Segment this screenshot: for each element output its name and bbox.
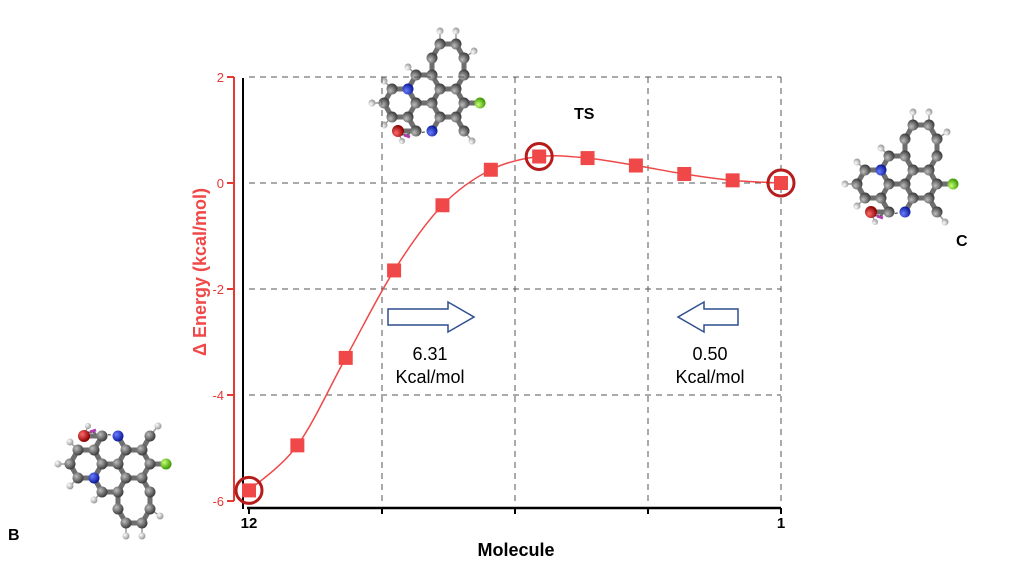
ts-label: TS [574,106,595,123]
data-point-marker [774,176,788,190]
y-axis-title: Δ Energy (kcal/mol) [190,188,210,356]
reverse-arrow-icon [676,300,739,334]
data-point-marker [483,162,498,177]
y-tick-label: -6 [212,494,224,509]
y-axis-ticks: 2 0 -2 -4 -6 [212,70,234,509]
reverse-energy-barrier: 0.50 Kcal/mol [660,343,760,389]
data-point-marker [580,151,595,166]
molecule-c-label: C [956,233,968,250]
x-tick-label: 12 [241,515,258,532]
molecule-b-label: B [8,527,20,544]
highlight-circle [766,168,796,198]
chart-grid [249,76,782,505]
x-axis-ticks: 12 1 [241,508,785,532]
data-point-marker [435,198,450,213]
data-point-marker [242,483,256,498]
highlight-circle [234,475,264,505]
reverse-energy-unit: Kcal/mol [675,367,745,387]
reverse-energy-value: 0.50 [692,344,728,364]
data-point-marker [725,173,740,188]
x-tick-label: 1 [777,515,785,532]
data-point-marker [532,149,547,164]
y-tick-label: -4 [212,388,224,403]
x-axis-title: Molecule [477,540,554,560]
highlight-circle [524,142,554,171]
forward-energy-barrier: 6.31 Kcal/mol [380,343,480,389]
data-point-marker [338,350,353,365]
y-tick-label: 0 [217,176,224,191]
forward-arrow-icon [387,300,476,334]
data-point-marker [290,438,305,453]
molecule-ts-structure-icon [369,28,486,145]
data-point-marker [387,263,402,278]
highlight-circles [234,142,796,505]
forward-energy-unit: Kcal/mol [395,367,465,387]
data-markers [242,149,788,498]
data-point-marker [628,158,643,173]
data-point-marker [677,166,692,181]
molecule-b-structure-icon [55,423,172,540]
y-tick-label: -2 [212,282,224,297]
forward-energy-value: 6.31 [412,344,448,364]
molecule-c-structure-icon [842,109,959,226]
y-tick-label: 2 [217,70,224,85]
